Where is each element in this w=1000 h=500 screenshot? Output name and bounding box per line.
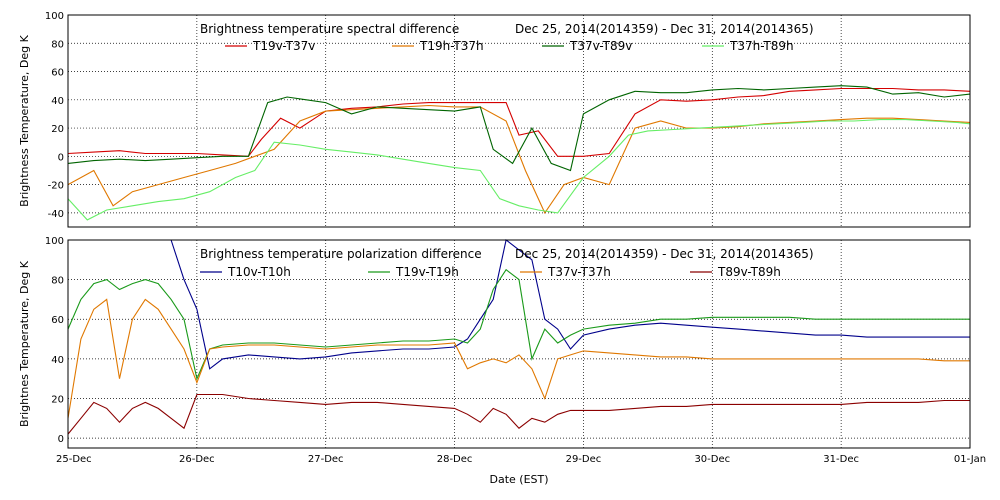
x-axis-label: Date (EST) <box>489 473 548 486</box>
y-tick-labels: 0 20 40 60 80 100 <box>45 236 64 445</box>
legend-entry: T37v-T89v <box>569 39 632 53</box>
legend-entry: T19h-T37h <box>419 39 484 53</box>
y-tick-label: 20 <box>51 394 64 405</box>
series-line-t19v-t19h <box>67 268 970 381</box>
y-tick-label: 40 <box>51 355 64 366</box>
x-tick-label: 26-Dec <box>179 454 215 465</box>
legend-entry: T19v-T19h <box>395 265 459 279</box>
series-line-t19h-t37h <box>67 104 971 215</box>
series-line-t89v-t89h <box>67 393 970 435</box>
x-tick-label: 01-Jan <box>954 454 986 465</box>
legend-entry: T37h-T89h <box>729 39 794 53</box>
legend: T10v-T10h T19v-T19h T37v-T37h T89v-T89h <box>200 265 781 279</box>
series-lines <box>67 85 971 221</box>
y-axis-label: Brightness Temperature, Deg K <box>18 34 31 206</box>
legend-entry: T10v-T10h <box>227 265 291 279</box>
x-tick-label: 31-Dec <box>823 454 859 465</box>
y-tick-label: 100 <box>45 11 64 22</box>
y-tick-label: 0 <box>58 152 64 163</box>
legend: T19v-T37v T19h-T37h T37v-T89v T37h-T89h <box>225 39 794 53</box>
y-tick-label: 60 <box>51 68 64 79</box>
series-line-t10v-t10h <box>68 239 970 370</box>
x-tick-label: 27-Dec <box>308 454 344 465</box>
y-tick-label: 80 <box>51 39 64 50</box>
plot-frame <box>67 14 971 228</box>
y-tick-labels: -40 -20 0 20 40 60 80 100 <box>45 11 64 220</box>
series-line-t37v-t89v <box>67 85 971 172</box>
y-tick-label: 80 <box>51 276 64 287</box>
y-tick-label: 40 <box>51 96 64 107</box>
date-range: Dec 25, 2014(2014359) - Dec 31, 2014(201… <box>515 22 814 36</box>
spectral-difference-panel: -40 -20 0 20 40 60 80 100 Brightness Temperatur… <box>18 11 971 228</box>
x-tick-label: 30-Dec <box>694 454 730 465</box>
x-tick-label: 28-Dec <box>437 454 473 465</box>
legend-entry: T19v-T37v <box>252 39 315 53</box>
x-tick-labels: 25-Dec 26-Dec 27-Dec 28-Dec 29-Dec 30-Dec 31-D… <box>56 454 986 465</box>
y-tick-label: 60 <box>51 315 64 326</box>
legend-entry: T37v-T37h <box>547 265 611 279</box>
y-axis-label: Brightnes Temperature, Deg K <box>18 260 31 427</box>
plot-frame <box>67 239 971 449</box>
y-tick-label: 100 <box>45 236 64 247</box>
grid-lines <box>68 240 970 448</box>
chart-title: Brightness temperature polarization diff… <box>200 247 482 261</box>
y-tick-label: 20 <box>51 124 64 135</box>
date-range: Dec 25, 2014(2014359) - Dec 31, 2014(201… <box>515 247 814 261</box>
series-line-t37v-t37h <box>67 298 970 419</box>
series-line-t19v-t37v <box>67 87 971 157</box>
y-tick-label: 0 <box>58 434 64 445</box>
series-lines <box>67 239 970 435</box>
y-tick-label: -40 <box>48 209 64 220</box>
series-line-t37h-t89h <box>67 119 971 221</box>
legend-entry: T89v-T89h <box>717 265 781 279</box>
x-tick-label: 29-Dec <box>566 454 602 465</box>
polarization-difference-panel: 0 20 40 60 80 100 25-Dec 26-Dec 27-Dec 28-Dec 29-… <box>18 236 986 486</box>
y-tick-label: -20 <box>48 181 64 192</box>
chart-title: Brightness temperature spectral differen… <box>200 22 459 36</box>
x-tick-label: 25-Dec <box>56 454 92 465</box>
grid-lines <box>68 15 970 227</box>
